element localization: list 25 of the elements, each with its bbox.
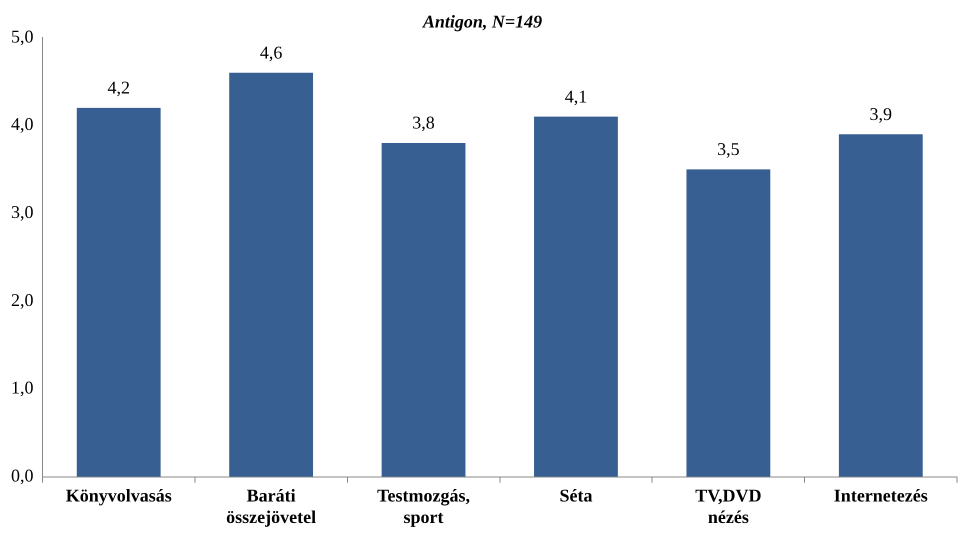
x-tick-label: Internetezés <box>834 485 928 506</box>
y-tick-label: 1,0 <box>11 378 34 398</box>
x-tick-label: Könyvolvasás <box>66 485 172 506</box>
data-label: 4,2 <box>107 78 130 98</box>
data-label: 3,9 <box>870 104 892 124</box>
bar <box>382 143 466 477</box>
x-tick-label: TV,DVD nézés <box>695 485 762 527</box>
data-label: 4,6 <box>260 42 282 62</box>
bar <box>534 116 618 477</box>
x-tick-label: Baráti összejövetel <box>226 485 316 527</box>
bar <box>229 72 314 477</box>
bar <box>76 108 161 477</box>
x-tick-label: Testmozgás, sport <box>377 485 470 527</box>
data-label: 4,1 <box>564 86 588 106</box>
y-tick-label: 3,0 <box>11 202 34 222</box>
chart-title: Antigon, N=149 <box>422 11 542 32</box>
y-tick-label: 2,0 <box>11 290 34 310</box>
y-tick-label: 4,0 <box>11 114 34 134</box>
y-tick-label: 5,0 <box>11 26 34 46</box>
data-label: 3,5 <box>717 139 740 160</box>
x-tick-label: Séta <box>559 485 592 506</box>
y-tick-label: 0,0 <box>11 466 34 486</box>
data-label: 3,8 <box>412 112 435 133</box>
bar <box>838 134 923 477</box>
bar <box>686 169 770 477</box>
